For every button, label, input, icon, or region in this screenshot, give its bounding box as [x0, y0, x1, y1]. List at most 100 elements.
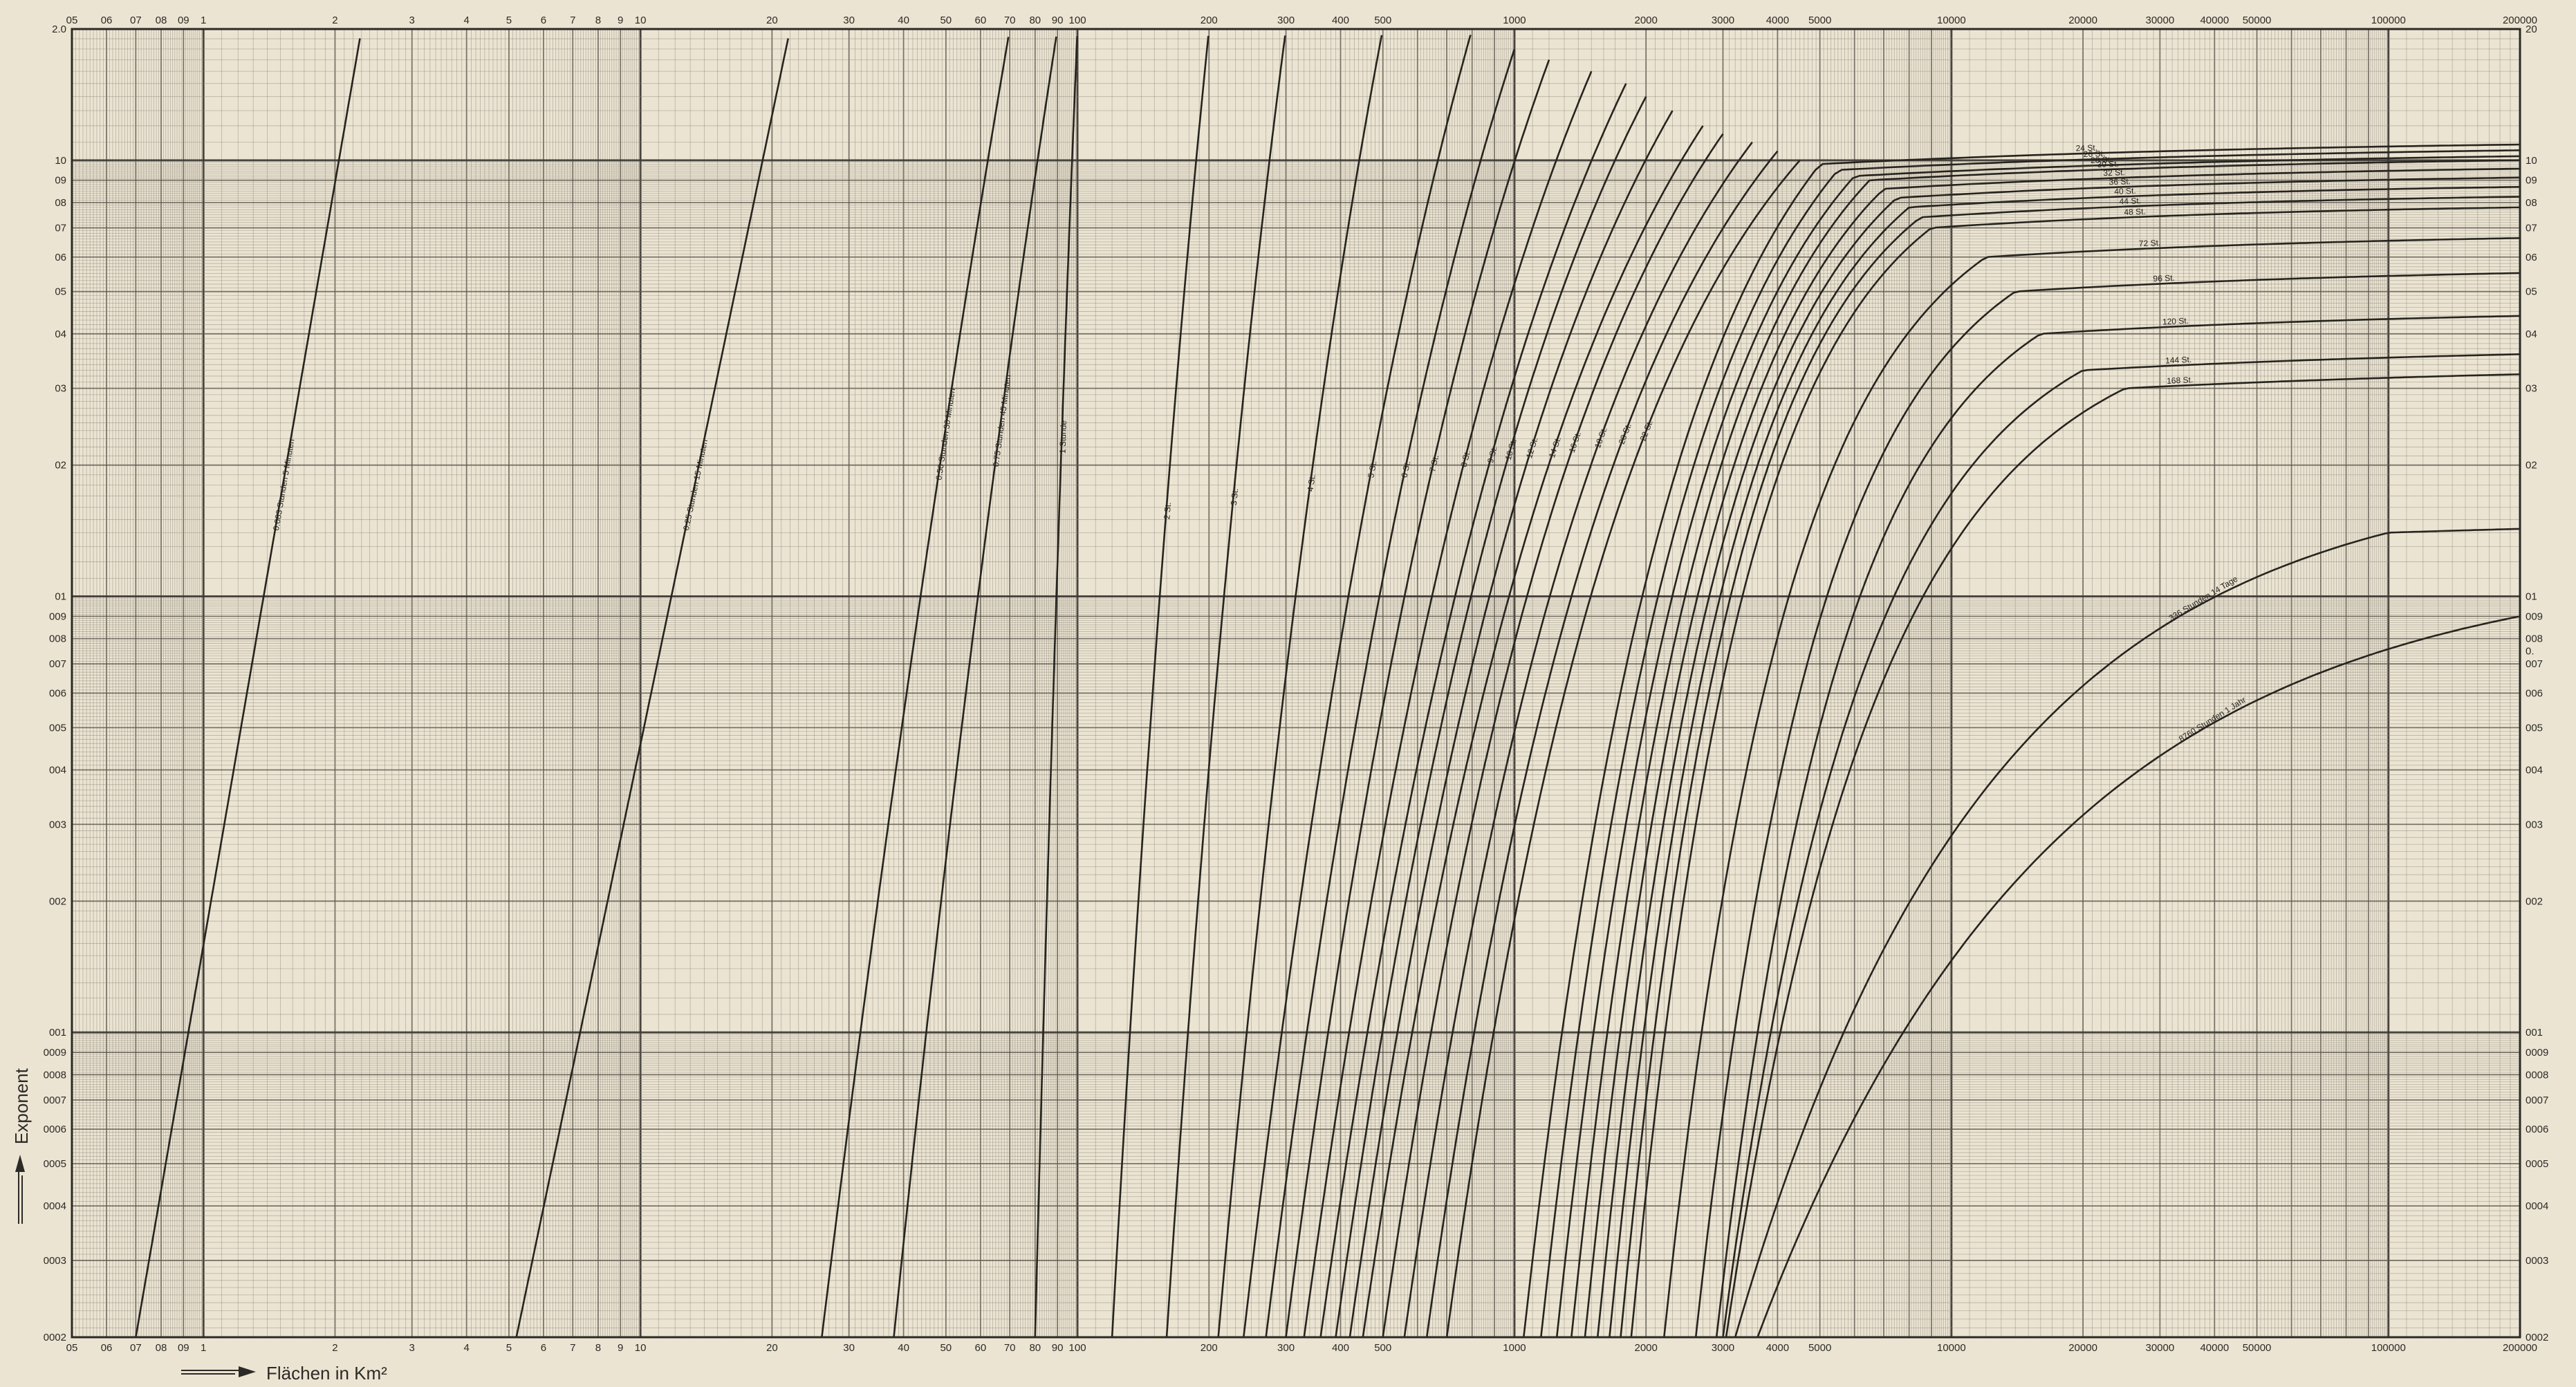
x-tick-label-bottom: 4000: [1766, 1342, 1789, 1354]
x-tick-label-top: 4: [464, 15, 470, 26]
x-tick-label-bottom: 90: [1052, 1342, 1064, 1354]
x-tick-label-bottom: 3: [409, 1342, 415, 1354]
series-line: [1349, 110, 1674, 1338]
x-tick-label-bottom: 400: [1332, 1342, 1349, 1354]
x-axis-arrow-icon: [181, 1366, 256, 1377]
series-label: 36 St.: [2109, 176, 2131, 187]
series-line: [1722, 353, 2521, 1338]
series-line: [821, 37, 1010, 1338]
y-tick-label-left: 05: [55, 286, 66, 298]
x-tick-label-bottom: 5: [506, 1342, 512, 1354]
x-tick-label-bottom: 80: [1029, 1342, 1041, 1354]
x-tick-label-bottom: 10000: [1937, 1342, 1966, 1354]
y-tick-label-right: 05: [2526, 286, 2537, 298]
x-tick-label-top: 6: [541, 15, 546, 26]
y-tick-label-right: 006: [2526, 687, 2543, 699]
series-line: [515, 38, 789, 1338]
series-line: [1165, 35, 1286, 1338]
series-label: 44 St.: [2119, 196, 2141, 206]
y-tick-label-right: 003: [2526, 819, 2543, 830]
series-line: [1725, 373, 2521, 1338]
x-tick-label-bottom: 7: [570, 1342, 575, 1354]
series-label: 24 St.: [2075, 143, 2097, 153]
series-line: [1285, 59, 1550, 1338]
x-tick-label-top: 07: [130, 15, 142, 26]
y-tick-label-right: 06: [2526, 252, 2537, 263]
series-line: [1445, 159, 1801, 1338]
grid: [71, 28, 2521, 1338]
x-tick-label-bottom: 40: [898, 1342, 909, 1354]
series-label: 48 St.: [2124, 207, 2146, 217]
x-tick-label-top: 3: [409, 15, 415, 26]
x-tick-label-bottom: 30000: [2146, 1342, 2175, 1354]
y-tick-label-left: 003: [49, 819, 66, 830]
series-line: [1715, 315, 2521, 1338]
x-tick-label-top: 5000: [1808, 15, 1831, 26]
series-label: 26 St.: [2084, 149, 2106, 159]
y-tick-label-left: 09: [55, 175, 66, 187]
y-tick-label-right: 10: [2526, 155, 2537, 167]
series-label: 30 St.: [2097, 159, 2119, 169]
y-tick-label-left: 007: [49, 658, 66, 670]
x-tick-label-bottom: 4: [464, 1342, 470, 1354]
y-tick-label-right: 0.: [2526, 645, 2535, 657]
y-tick-label-right: 0006: [2526, 1124, 2548, 1135]
series-line: [1382, 133, 1724, 1338]
x-tick-label-bottom: 20000: [2068, 1342, 2097, 1354]
y-tick-label-right: 0007: [2526, 1095, 2548, 1106]
series-line: [1540, 149, 2521, 1338]
y-tick-label-left: 0003: [44, 1255, 66, 1267]
series-line: [1663, 237, 2521, 1338]
x-tick-label-top: 10: [635, 15, 647, 26]
curves: [135, 35, 2521, 1338]
series-label: 28 St.: [2091, 155, 2113, 165]
y-tick-label-left: 005: [49, 722, 66, 734]
x-tick-label-bottom: 100000: [2371, 1342, 2406, 1354]
series-line: [135, 38, 361, 1338]
series-label: 1 Stunde: [1057, 420, 1068, 454]
series-label: 2 St.: [1162, 502, 1173, 520]
y-tick-label-right: 001: [2526, 1027, 2543, 1039]
series-label: 4 St.: [1306, 474, 1317, 492]
y-tick-label-right: 0009: [2526, 1047, 2548, 1059]
y-tick-label-left: 07: [55, 223, 66, 234]
y-tick-label-right: 01: [2526, 591, 2537, 603]
x-tick-label-bottom: 500: [1374, 1342, 1391, 1354]
x-tick-label-bottom: 200: [1201, 1342, 1218, 1354]
series-label: 72 St.: [2139, 238, 2161, 248]
x-tick-label-bottom: 40000: [2200, 1342, 2229, 1354]
x-tick-label-top: 08: [156, 15, 167, 26]
y-tick-label-right: 007: [2526, 658, 2543, 670]
x-tick-label-top: 70: [1004, 15, 1016, 26]
x-tick-label-bottom: 9: [618, 1342, 623, 1354]
y-axis-arrow-icon: [15, 1155, 25, 1224]
series-line: [1584, 167, 2521, 1338]
x-tick-label-bottom: 70: [1004, 1342, 1016, 1354]
x-tick-label-top: 05: [66, 15, 78, 26]
x-tick-label-top: 40: [898, 15, 909, 26]
x-tick-label-top: 30000: [2146, 15, 2175, 26]
series-line: [1757, 615, 2521, 1338]
y-tick-label-right: 08: [2526, 197, 2537, 209]
y-tick-label-right: 04: [2526, 328, 2537, 340]
x-tick-label-bottom: 60: [975, 1342, 987, 1354]
series-line: [1596, 176, 2521, 1338]
y-tick-label-left: 0002: [44, 1332, 66, 1343]
series-label: 168 St.: [2167, 375, 2194, 386]
y-tick-label-left: 06: [55, 252, 66, 263]
x-tick-label-top: 20: [766, 15, 778, 26]
series-line: [1555, 155, 2521, 1338]
x-tick-label-top: 500: [1374, 15, 1391, 26]
x-tick-label-bottom: 05: [66, 1342, 78, 1354]
x-tick-label-top: 90: [1052, 15, 1064, 26]
series-line: [1523, 143, 2521, 1338]
series-line: [1630, 206, 2521, 1338]
series-label: 144 St.: [2165, 355, 2192, 366]
series-label: 7 St.: [1427, 454, 1440, 473]
x-tick-label-top: 400: [1332, 15, 1349, 26]
x-tick-label-bottom: 200000: [2503, 1342, 2537, 1354]
series-line: [1335, 96, 1647, 1338]
x-tick-label-top: 10000: [1937, 15, 1966, 26]
y-tick-label-left: 0009: [44, 1047, 66, 1059]
